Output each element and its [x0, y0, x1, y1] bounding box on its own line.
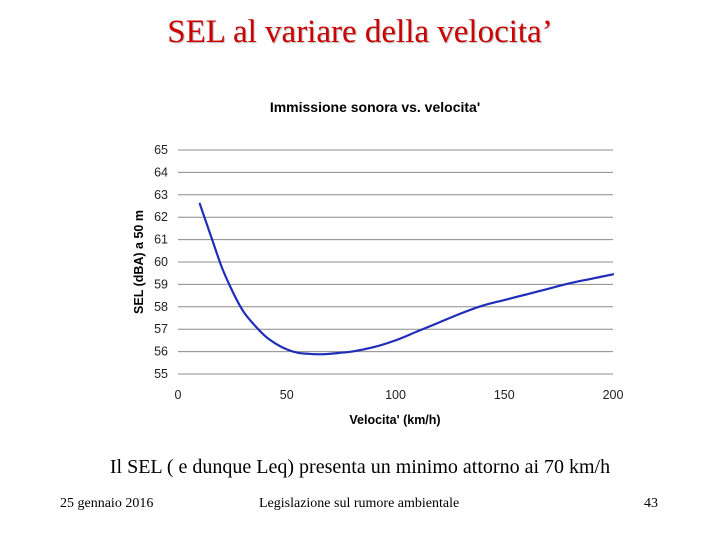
y-tick-label: 59 [154, 277, 168, 291]
y-tick-label: 57 [154, 322, 168, 336]
footer-title: Legislazione sul rumore ambientale [259, 496, 460, 511]
y-tick-label: 63 [154, 188, 168, 202]
x-tick-label: 50 [280, 388, 294, 402]
y-tick-label: 65 [154, 143, 168, 157]
footer-date: 25 gennaio 2016 [60, 496, 154, 511]
y-tick-label: 62 [154, 210, 168, 224]
gridlines [178, 149, 613, 375]
x-axis-label: Velocita' (km/h) [349, 413, 440, 427]
page-number: 43 [644, 496, 658, 511]
x-tick-label: 0 [175, 388, 182, 402]
chart-title: Immissione sonora vs. velocita' [270, 99, 480, 115]
y-tick-label: 58 [154, 300, 168, 314]
y-tick-label: 55 [154, 367, 168, 381]
y-tick-label: 64 [154, 165, 168, 179]
x-tick-label: 200 [603, 388, 624, 402]
x-tick-labels: 0 50 100 150 200 [175, 388, 624, 402]
y-tick-labels: 55 56 57 58 59 60 61 62 63 64 65 [154, 143, 168, 381]
y-tick-label: 60 [154, 255, 168, 269]
y-tick-label: 56 [154, 345, 168, 359]
y-axis-label: SEL (dBA) a 50 m [132, 210, 146, 314]
caption-text: Il SEL ( e dunque Leq) presenta un minim… [109, 456, 611, 478]
x-tick-label: 150 [494, 388, 515, 402]
y-tick-label: 61 [154, 233, 168, 247]
x-tick-label: 100 [385, 388, 406, 402]
slide-title: SEL al variare della velocita’ [167, 14, 553, 50]
sel-curve-line [198, 202, 615, 356]
